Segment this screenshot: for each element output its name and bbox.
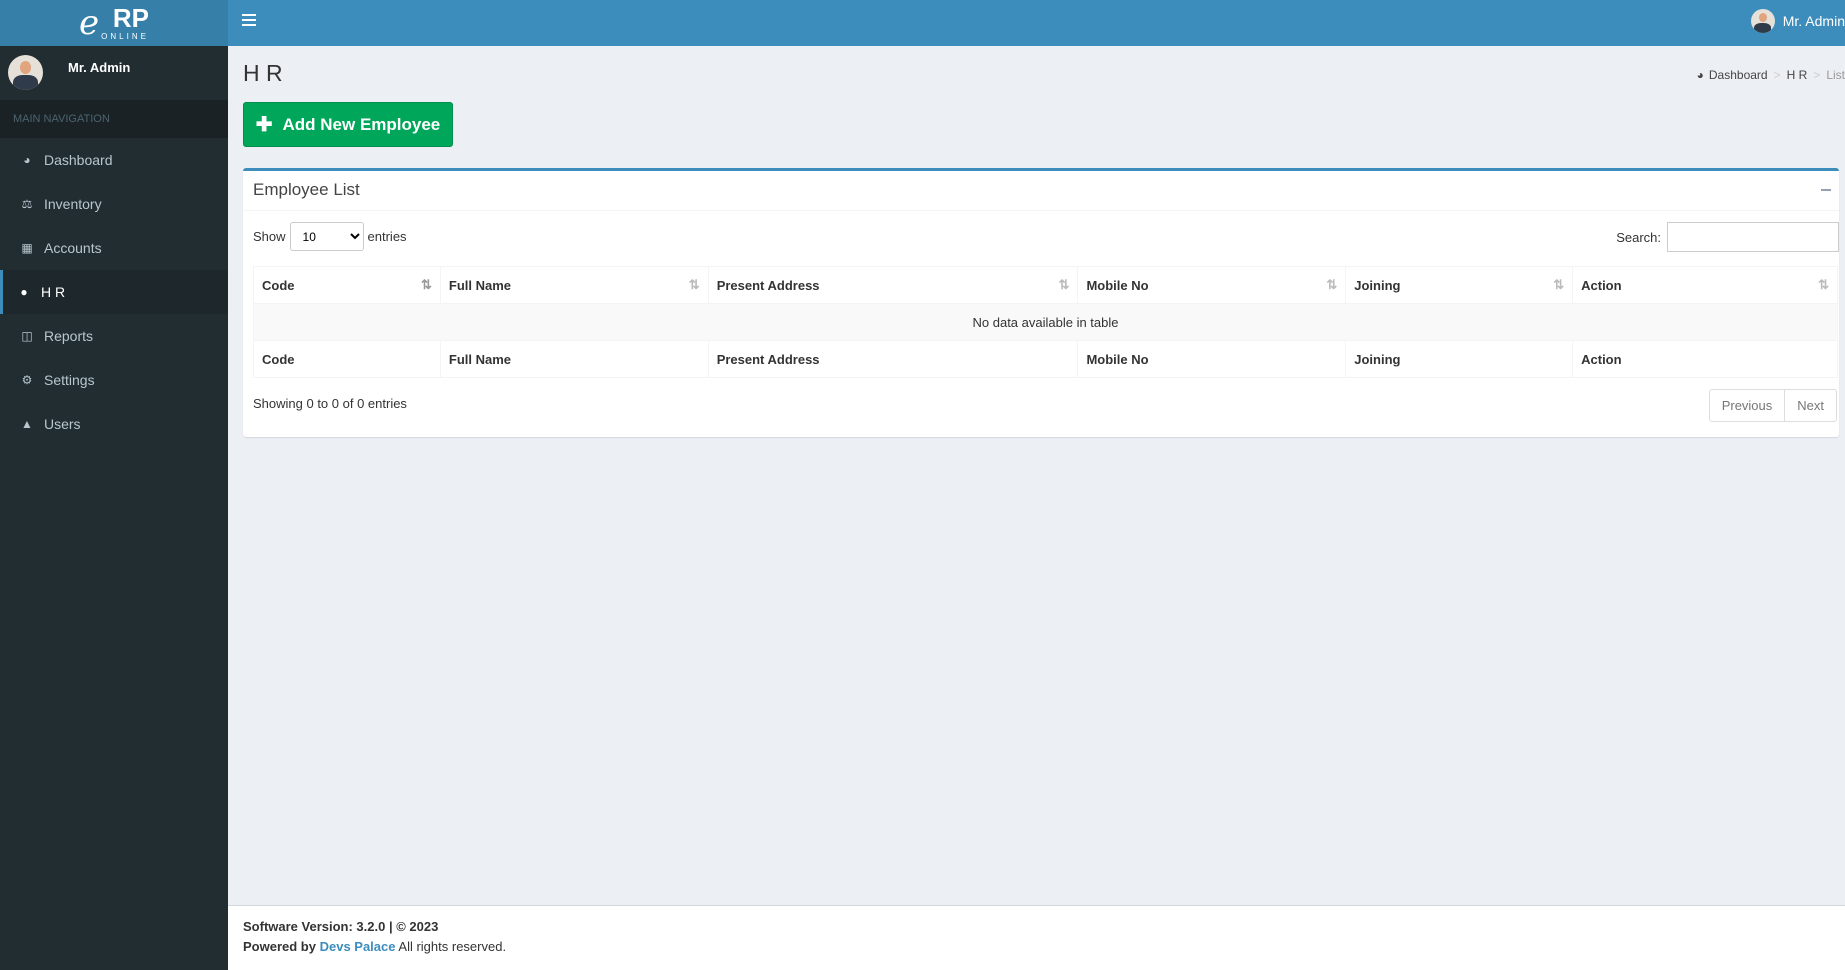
sort-icon: ⇅ [1326, 277, 1338, 292]
footer-joining: Joining [1345, 340, 1574, 378]
footer-action: Action [1572, 340, 1838, 378]
breadcrumb-list: List [1826, 68, 1845, 82]
user-name: Mr. Admin [1782, 13, 1845, 29]
plus-icon: ✚ [255, 114, 273, 136]
search-control: Search: [1616, 222, 1839, 252]
avatar [8, 55, 43, 90]
avatar [1750, 9, 1775, 33]
footer-present-address: Present Address [707, 340, 1079, 378]
breadcrumb-dashboard[interactable]: Dashboard [1708, 68, 1768, 82]
box-title: Employee List [253, 180, 360, 199]
sidebar-toggle-menu-icon[interactable] [242, 14, 256, 26]
user-menu[interactable]: Mr. Admin [1750, 9, 1845, 33]
page-title: H R [243, 60, 283, 86]
collapse-minus-icon[interactable] [1821, 189, 1831, 191]
dashboard-icon: ◕ [23, 153, 31, 167]
table-info: Showing 0 to 0 of 0 entries [253, 396, 407, 411]
breadcrumb: ◕ Dashboard > H R > List [1696, 68, 1845, 82]
sidebar-item-inventory[interactable]: ⚖ Inventory [0, 182, 228, 226]
sort-icon: ⇅ [1818, 277, 1829, 292]
sidebar-item-accounts[interactable]: ▦ Accounts [0, 226, 228, 270]
footer-code: Code [253, 340, 441, 378]
sidebar-item-users[interactable]: ▲ Users [0, 402, 228, 446]
users-icon: ● [20, 285, 28, 299]
column-header-mobile-no[interactable]: Mobile No ⇅ [1077, 266, 1347, 304]
column-header-present-address[interactable]: Present Address ⇅ [707, 266, 1079, 304]
balance-scale-icon: ⚖ [21, 197, 33, 211]
logo[interactable]: e RP ONLINE [0, 0, 228, 46]
breadcrumb-hr[interactable]: H R [1786, 68, 1808, 82]
user-panel: Mr. Admin [0, 46, 228, 100]
sidebar-item-settings[interactable]: ⚙ Settings [0, 358, 228, 402]
footer-full-name: Full Name [439, 340, 709, 378]
sort-icon: ⇅ [1553, 277, 1565, 292]
gear-icon: ⚙ [21, 373, 33, 387]
column-header-code[interactable]: Code ⇅ [253, 266, 441, 304]
dashboard-icon: ◕ [1696, 68, 1704, 82]
page-length-select[interactable]: 10 [289, 222, 364, 251]
sidebar: Mr. Admin MAIN NAVIGATION ◕ Dashboard ⚖ In… [0, 46, 228, 970]
next-button[interactable]: Next [1785, 389, 1837, 422]
employee-table: Code ⇅ Full Name ⇅ Present Address ⇅ Mobile… [253, 266, 1838, 378]
nav-header: MAIN NAVIGATION [0, 100, 228, 138]
sort-asc-icon: ⇅ [420, 277, 432, 292]
add-new-employee-button[interactable]: ✚ Add New Employee [243, 102, 453, 147]
previous-button[interactable]: Previous [1708, 389, 1786, 422]
company-link[interactable]: Devs Palace [319, 939, 396, 954]
software-version: Software Version: 3.2.0 | © 2023 [243, 919, 439, 934]
sort-icon: ⇅ [1058, 277, 1070, 292]
employee-list-box: Employee List Show 10 entries Search: Co… [243, 168, 1839, 437]
table-row-empty: No data available in table [253, 303, 1838, 341]
top-navbar: e RP ONLINE Mr. Admin [0, 0, 1845, 46]
user-name: Mr. Admin [68, 60, 131, 75]
user-icon: ▲ [21, 417, 33, 431]
sidebar-item-hr[interactable]: ● H R [0, 270, 228, 314]
page-length-control: Show 10 entries [253, 222, 407, 251]
search-input[interactable] [1667, 222, 1839, 252]
column-header-joining[interactable]: Joining ⇅ [1345, 266, 1574, 304]
sidebar-item-reports[interactable]: ◫ Reports [0, 314, 228, 358]
footer: Software Version: 3.2.0 | © 2023 Powered… [228, 905, 1845, 970]
column-header-action[interactable]: Action ⇅ [1572, 266, 1838, 304]
sort-icon: ⇅ [688, 277, 700, 292]
column-header-full-name[interactable]: Full Name ⇅ [439, 266, 709, 304]
columns-icon: ◫ [21, 329, 33, 343]
sidebar-item-dashboard[interactable]: ◕ Dashboard [0, 138, 228, 182]
calculator-icon: ▦ [21, 241, 33, 255]
pagination: Previous Next [1708, 389, 1837, 422]
footer-mobile-no: Mobile No [1077, 340, 1347, 378]
